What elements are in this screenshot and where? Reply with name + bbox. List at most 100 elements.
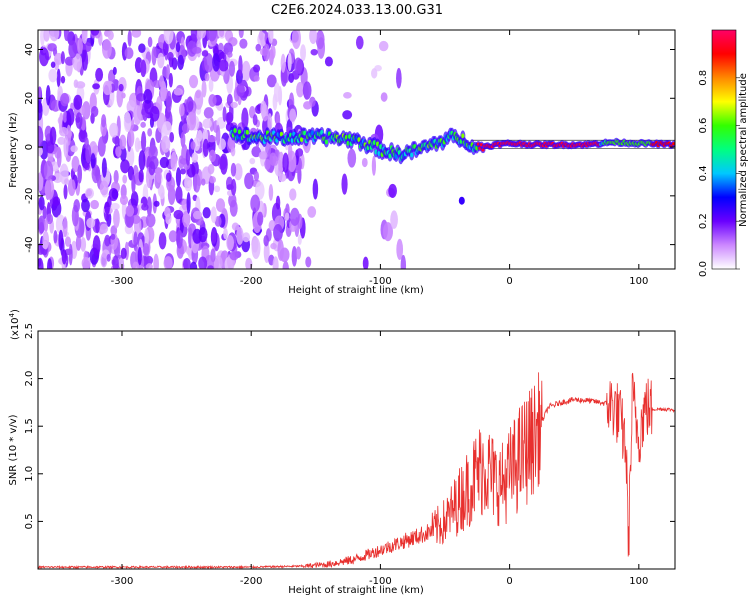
spectrogram-cell bbox=[244, 172, 254, 190]
spectrogram-cell bbox=[77, 164, 83, 184]
spectrogram-cell bbox=[163, 30, 174, 45]
spectrogram-cell bbox=[223, 227, 228, 240]
spectrogram-cell bbox=[50, 61, 56, 69]
spectrogram-cell bbox=[302, 81, 312, 100]
spectrogram-cell bbox=[109, 122, 119, 138]
spectrogram-cell bbox=[324, 56, 333, 67]
spectrogram-cell bbox=[73, 94, 83, 110]
spectrogram-cell bbox=[133, 104, 142, 125]
spectrogram-cell bbox=[158, 232, 167, 250]
spectrogram-cell bbox=[38, 100, 43, 121]
spectrogram-cell bbox=[80, 237, 87, 252]
snr-y-multiplier: (x104) bbox=[8, 309, 21, 340]
x-tick-label: -300 bbox=[111, 576, 134, 587]
spectrogram-cell bbox=[48, 68, 58, 83]
spectrogram-cell bbox=[165, 172, 172, 182]
spectrogram-cell bbox=[291, 30, 301, 50]
spectrogram-cell bbox=[310, 48, 318, 56]
spectrogram-cell bbox=[140, 130, 147, 153]
x-tick-label: -100 bbox=[369, 276, 392, 287]
spectrogram-cell bbox=[180, 131, 186, 148]
spectrogram-cell bbox=[38, 172, 44, 192]
spectrogram-cell bbox=[296, 81, 305, 98]
spectrogram-cell bbox=[130, 191, 139, 208]
y-tick-label: -20 bbox=[24, 188, 35, 204]
spectrogram-cell bbox=[60, 92, 70, 107]
spectrogram-cell bbox=[236, 226, 244, 245]
x-tick-label: 100 bbox=[629, 576, 648, 587]
spectrogram-cell bbox=[38, 257, 44, 269]
spectrogram-cell bbox=[143, 242, 150, 256]
spectrogram-cell bbox=[250, 194, 261, 213]
spectrogram-cell bbox=[127, 128, 135, 148]
snr-x-axis-label: Height of straight line (km) bbox=[288, 585, 424, 596]
spectrogram-cell bbox=[388, 183, 397, 199]
spectrogram-cell bbox=[147, 128, 153, 137]
spectrogram-cell bbox=[165, 64, 170, 80]
spectrogram-cell bbox=[209, 176, 216, 184]
spectrogram-cell bbox=[191, 152, 199, 163]
y-tick-label: -40 bbox=[24, 236, 35, 252]
spectrogram-cell bbox=[38, 125, 44, 148]
spectrogram-cell bbox=[277, 239, 284, 261]
spectrogram-cell bbox=[245, 257, 253, 269]
spectrogram-cell bbox=[215, 124, 221, 146]
x-tick-label: -200 bbox=[240, 576, 263, 587]
snr-panel: -300 -200 -100 0 100 0.5 1.0 1.5 2.0 2.5 Height … bbox=[8, 309, 676, 596]
spectrogram-cell bbox=[253, 64, 261, 73]
spectrogram-cell bbox=[64, 236, 72, 247]
spectrogram-cell bbox=[101, 38, 112, 59]
spectrogram-cell bbox=[140, 59, 147, 78]
spectrogram-cell bbox=[131, 30, 142, 38]
spectrogram-cell bbox=[201, 80, 207, 98]
spectrogram-cell bbox=[106, 254, 111, 262]
spectrogram-frame bbox=[37, 29, 676, 270]
spectrogram-cell bbox=[99, 180, 109, 196]
spectrogram-cell bbox=[241, 60, 251, 82]
snr-y-axis-label: SNR (10 * v/v) bbox=[8, 414, 19, 485]
spectrogram-cell bbox=[90, 199, 99, 210]
spectrogram-cell bbox=[46, 213, 54, 225]
spectrogram-cell bbox=[38, 86, 42, 99]
spectrogram-cell bbox=[81, 101, 91, 120]
spectrogram-cell bbox=[305, 256, 312, 268]
spectrogram-cell bbox=[382, 222, 393, 242]
spectrogram-cell bbox=[258, 30, 264, 41]
spectrogram-cell bbox=[270, 44, 276, 60]
spectrogram-cell bbox=[73, 199, 80, 213]
spectrogram-cell bbox=[275, 195, 281, 210]
signal-core bbox=[357, 137, 361, 143]
spectrogram-cell bbox=[86, 217, 96, 229]
spectrogram-cell bbox=[147, 36, 153, 48]
spectrogram-cell bbox=[148, 161, 156, 176]
spectrogram-cell bbox=[49, 30, 60, 42]
spectrogram-cell bbox=[47, 258, 53, 269]
spectrogram-cell bbox=[133, 231, 138, 252]
spectrogram-cell bbox=[238, 55, 243, 77]
spectrogram-cell bbox=[92, 145, 100, 153]
spectrogram-cell bbox=[185, 149, 191, 166]
spectrogram-cell bbox=[202, 118, 212, 129]
spectrogram-cell bbox=[269, 152, 277, 166]
signal-core bbox=[279, 131, 284, 137]
spectrogram-cell bbox=[282, 152, 289, 173]
signal-track bbox=[229, 124, 675, 205]
spectrogram-cell bbox=[341, 173, 348, 195]
spectrogram-cell bbox=[155, 167, 162, 183]
spectrogram-cell bbox=[212, 53, 220, 72]
spectrogram-cell bbox=[61, 249, 67, 265]
spectrogram-cell bbox=[62, 111, 68, 123]
spectrogram-cell bbox=[260, 100, 267, 118]
figure-title: C2E6.2024.033.13.00.G31 bbox=[271, 3, 443, 18]
spectrogram-cell bbox=[143, 228, 149, 247]
spectrogram-cell bbox=[186, 111, 197, 131]
spectrogram-cell bbox=[219, 30, 225, 38]
spectrogram-cell bbox=[168, 72, 173, 88]
signal-core bbox=[245, 129, 249, 135]
spectrogram-cell bbox=[81, 198, 90, 213]
spectrogram-cell bbox=[104, 234, 111, 247]
spectrogram-cell bbox=[230, 178, 237, 196]
spectrogram-cell bbox=[178, 103, 185, 117]
spectrogram-cell bbox=[355, 35, 364, 50]
spectrogram-cell bbox=[118, 83, 124, 92]
